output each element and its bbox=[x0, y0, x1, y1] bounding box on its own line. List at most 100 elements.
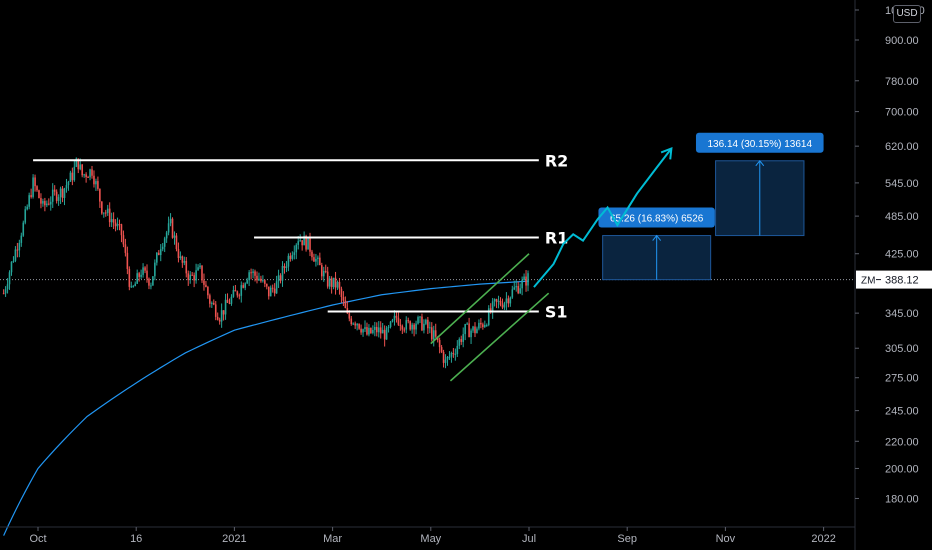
candle-body bbox=[142, 267, 144, 275]
candle-body bbox=[273, 288, 276, 294]
candle-body bbox=[30, 195, 32, 197]
candles-layer bbox=[2, 157, 529, 369]
candle-body bbox=[211, 302, 213, 304]
candle-body bbox=[425, 319, 427, 324]
candle-body bbox=[399, 324, 402, 326]
candle-body bbox=[470, 330, 472, 338]
projection-path bbox=[533, 147, 673, 288]
candle-body bbox=[379, 327, 382, 334]
time-tick-label: Nov bbox=[716, 533, 736, 545]
candle-body bbox=[499, 300, 502, 305]
candle-body bbox=[421, 316, 423, 331]
candle-body bbox=[99, 188, 101, 202]
candle-body bbox=[218, 319, 221, 322]
candle-body bbox=[177, 249, 180, 258]
candle-body bbox=[106, 208, 109, 213]
candle-body bbox=[51, 189, 54, 202]
candle-body bbox=[101, 201, 103, 214]
candle-body bbox=[409, 321, 411, 330]
candle-body bbox=[342, 296, 345, 301]
candle-body bbox=[187, 273, 190, 280]
candle-body bbox=[53, 189, 56, 192]
candle-body bbox=[126, 252, 129, 269]
candle-body bbox=[450, 352, 453, 357]
candle-body bbox=[350, 318, 353, 325]
candle-body bbox=[14, 249, 17, 261]
candle-body bbox=[389, 321, 392, 327]
candle-body bbox=[480, 322, 482, 325]
candle-body bbox=[224, 299, 227, 315]
price-tick-label: 345.00 bbox=[885, 308, 919, 320]
candle-body bbox=[26, 206, 28, 210]
candle-body bbox=[401, 325, 404, 330]
candle-body bbox=[434, 330, 437, 337]
candle-body bbox=[381, 329, 384, 334]
currency-badge[interactable]: USD bbox=[893, 5, 921, 23]
candle-body bbox=[250, 272, 252, 274]
candle-body bbox=[277, 275, 280, 282]
candle-body bbox=[226, 299, 229, 303]
candle-body bbox=[44, 201, 46, 206]
candle-body bbox=[269, 287, 272, 297]
candle-body bbox=[358, 323, 360, 329]
current-price-value: 388.12 bbox=[885, 275, 919, 287]
time-tick-label: Mar bbox=[323, 533, 342, 545]
candle-body bbox=[484, 324, 486, 328]
candle-body bbox=[478, 322, 480, 329]
candle-body bbox=[230, 296, 233, 304]
candle-body bbox=[297, 241, 300, 245]
candle-body bbox=[364, 327, 366, 330]
candle-body bbox=[281, 265, 284, 281]
candle-body bbox=[75, 158, 78, 167]
candle-body bbox=[260, 278, 262, 282]
candle-body bbox=[476, 328, 478, 334]
candle-body bbox=[397, 317, 400, 325]
current-price-symbol: ZM bbox=[861, 276, 875, 287]
time-tick-label: May bbox=[420, 533, 441, 545]
candle-body bbox=[34, 177, 36, 187]
candle-body bbox=[238, 295, 241, 297]
candle-body bbox=[493, 299, 496, 302]
candle-body bbox=[391, 319, 394, 322]
candle-body bbox=[148, 278, 150, 286]
candle-body bbox=[167, 223, 170, 233]
candle-body bbox=[130, 286, 133, 288]
candle-body bbox=[468, 323, 470, 338]
candle-body bbox=[324, 270, 327, 272]
candle-body bbox=[242, 285, 245, 288]
candle-body bbox=[57, 197, 60, 201]
candle-body bbox=[244, 283, 247, 288]
candle-body bbox=[189, 274, 192, 280]
measure-label: 65.26 (16.83%) 6526 bbox=[610, 214, 704, 225]
candle-body bbox=[377, 327, 380, 333]
candle-body bbox=[295, 244, 298, 253]
candle-body bbox=[287, 255, 290, 267]
candle-body bbox=[59, 188, 62, 198]
candle-body bbox=[519, 288, 521, 294]
time-tick-label: 2021 bbox=[222, 533, 246, 545]
candle-body bbox=[442, 351, 445, 363]
candle-body bbox=[311, 251, 313, 258]
candle-body bbox=[83, 174, 85, 176]
candle-body bbox=[171, 218, 174, 238]
candle-body bbox=[191, 274, 193, 276]
candle-body bbox=[28, 195, 30, 207]
candle-body bbox=[220, 310, 223, 322]
candle-body bbox=[67, 181, 70, 186]
candle-body bbox=[169, 218, 172, 224]
candle-body bbox=[122, 235, 125, 245]
candle-body bbox=[456, 345, 459, 355]
candle-body bbox=[344, 300, 347, 309]
candle-body bbox=[462, 334, 465, 342]
price-tick-label: 700.00 bbox=[885, 107, 919, 119]
candle-body bbox=[348, 313, 351, 319]
candle-body bbox=[112, 219, 115, 223]
candle-body bbox=[511, 289, 514, 298]
candle-body bbox=[212, 302, 215, 305]
candle-body bbox=[301, 240, 303, 246]
candle-body bbox=[163, 238, 166, 247]
price-tick-label: 275.00 bbox=[885, 373, 919, 385]
candle-body bbox=[429, 327, 431, 329]
